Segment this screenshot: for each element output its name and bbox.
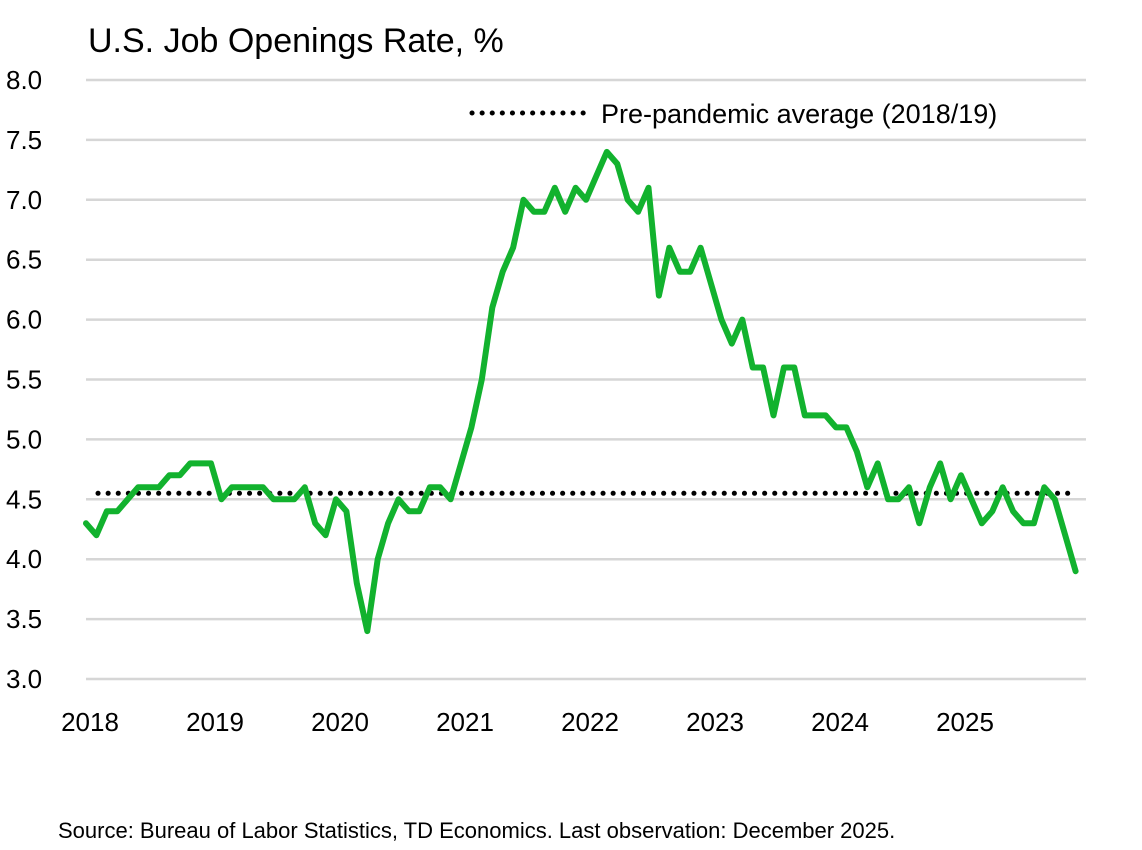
y-tick-label: 5.0 (6, 424, 42, 454)
y-axis-ticks: 3.0 3.5 4.0 4.5 5.0 5.5 6.0 6.5 7.0 7.5 8.0 (6, 65, 42, 694)
y-tick-label: 8.0 (6, 65, 42, 95)
y-tick-label: 3.5 (6, 604, 42, 634)
y-tick-label: 3.0 (6, 664, 42, 694)
grid-lines (86, 78, 1086, 681)
x-tick-label: 2025 (936, 707, 994, 737)
x-tick-label: 2022 (561, 707, 619, 737)
x-tick-label: 2024 (811, 707, 869, 737)
x-tick-label: 2019 (186, 707, 244, 737)
y-tick-label: 4.0 (6, 544, 42, 574)
source-note: Source: Bureau of Labor Statistics, TD E… (58, 818, 896, 843)
legend-label: Pre-pandemic average (2018/19) (601, 99, 997, 129)
y-tick-label: 5.5 (6, 365, 42, 395)
x-tick-label: 2023 (686, 707, 744, 737)
y-tick-label: 6.0 (6, 305, 42, 335)
y-tick-label: 7.0 (6, 185, 42, 215)
x-tick-label: 2020 (311, 707, 369, 737)
x-tick-label: 2021 (436, 707, 494, 737)
legend: Pre-pandemic average (2018/19) (469, 99, 997, 129)
series-layer (83, 148, 1079, 635)
y-tick-label: 7.5 (6, 125, 42, 155)
series-line (83, 148, 1079, 635)
x-axis-ticks: 2018 2019 2020 2021 2022 2023 2024 2025 (61, 707, 994, 737)
y-tick-label: 4.5 (6, 484, 42, 514)
x-tick-label: 2018 (61, 707, 119, 737)
y-tick-label: 6.5 (6, 245, 42, 275)
chart-title: U.S. Job Openings Rate, % (88, 22, 504, 60)
